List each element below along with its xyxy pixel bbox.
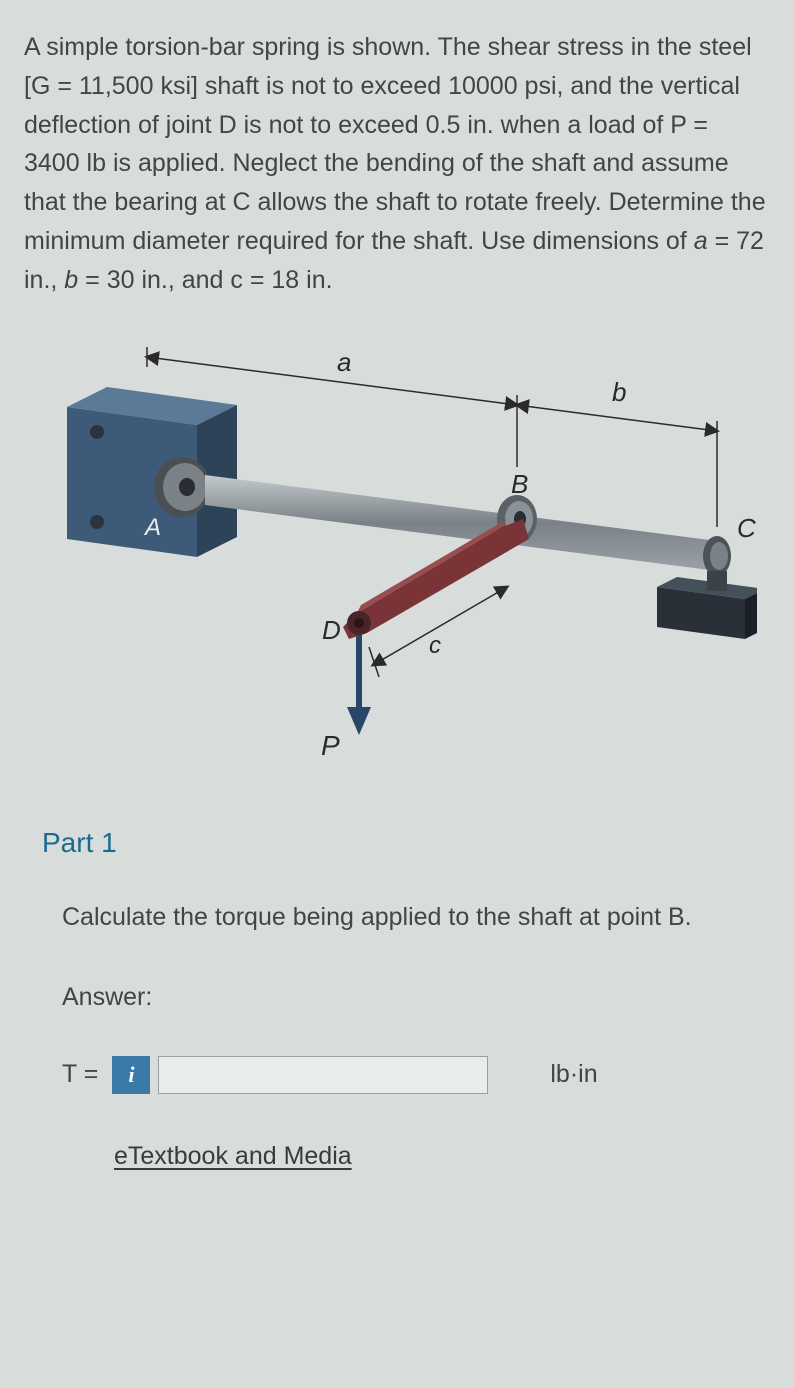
- dim-a-label: a: [337, 347, 351, 377]
- part1-body: Calculate the torque being applied to th…: [24, 899, 770, 1094]
- torque-input[interactable]: [158, 1056, 488, 1094]
- answer-label: Answer:: [62, 983, 732, 1012]
- var-a: a: [694, 227, 708, 255]
- info-icon[interactable]: i: [112, 1056, 150, 1094]
- point-B-label: B: [511, 469, 528, 499]
- problem-statement: A simple torsion-bar spring is shown. Th…: [24, 28, 770, 299]
- info-icon-glyph: i: [128, 1062, 134, 1088]
- torque-variable-label: T =: [62, 1060, 98, 1089]
- dim-c-label: c: [429, 632, 441, 659]
- b-eq: = 30 in., and c = 18 in.: [78, 266, 332, 294]
- unit-label: lb·in: [550, 1060, 597, 1089]
- load-arrow: [347, 635, 371, 735]
- point-D-label: D: [322, 615, 341, 645]
- etextbook-media-link[interactable]: eTextbook and Media: [114, 1142, 770, 1171]
- part1-heading: Part 1: [42, 827, 770, 859]
- torsion-bar-figure: a b A C B: [37, 327, 757, 787]
- lever-bd: [343, 519, 529, 639]
- part1-instruction: Calculate the torque being applied to th…: [62, 899, 732, 937]
- point-A-label: A: [143, 514, 161, 541]
- load-P-label: P: [321, 730, 340, 761]
- answer-input-row: T = i lb·in: [62, 1056, 732, 1094]
- point-C-label: C: [737, 513, 756, 543]
- dim-b-label: b: [612, 377, 626, 407]
- problem-text-main: A simple torsion-bar spring is shown. Th…: [24, 33, 766, 255]
- var-b: b: [64, 266, 78, 294]
